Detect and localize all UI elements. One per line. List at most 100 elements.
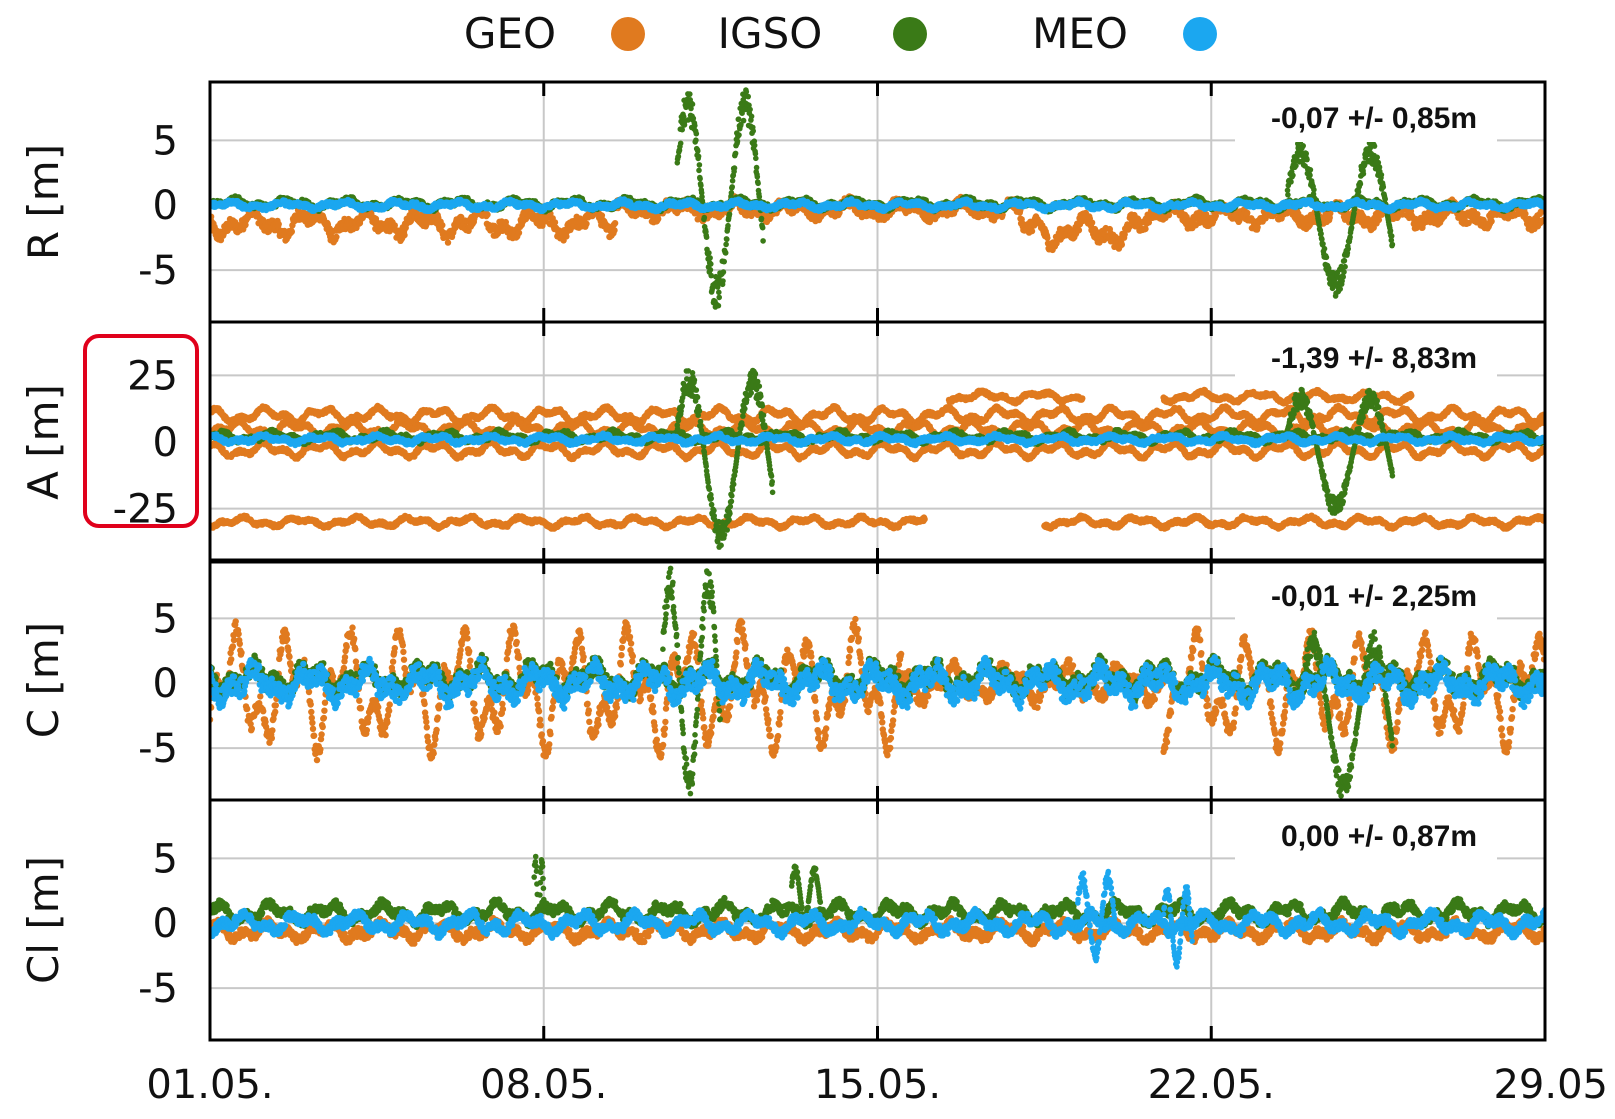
plot-panels: 50-5R [m]250-25A [m]50-5C [m]50-5Cl [m] (19, 80, 1547, 1042)
data-point (751, 142, 758, 149)
data-point (706, 250, 712, 256)
data-point (583, 220, 590, 227)
data-point (699, 194, 705, 200)
data-point (735, 116, 742, 122)
data-point (714, 284, 721, 290)
data-point (728, 190, 735, 196)
data-point (688, 105, 694, 112)
legend-marker-geo (611, 17, 645, 51)
data-point (707, 267, 714, 273)
legend-label-igso: IGSO (718, 9, 823, 58)
data-point (696, 162, 703, 168)
data-point (748, 113, 755, 120)
data-point (696, 167, 702, 174)
data-point (391, 222, 398, 229)
data-point (275, 220, 282, 228)
data-point (1028, 227, 1036, 235)
data-point (926, 218, 934, 226)
data-point (1254, 224, 1261, 231)
data-point (695, 153, 702, 160)
data-point (1522, 210, 1529, 217)
data-point (708, 272, 714, 279)
data-point (734, 138, 741, 145)
data-point (1075, 227, 1083, 234)
data-point (750, 128, 756, 134)
data-point (1142, 225, 1149, 233)
data-point (1290, 172, 1296, 179)
panel-1: 50-5R [m] (19, 80, 1547, 324)
data-point (1288, 179, 1294, 185)
data-point (1488, 218, 1495, 225)
data-point (720, 269, 727, 275)
data-point (1293, 162, 1299, 169)
data-point (401, 231, 408, 239)
data-point (720, 278, 726, 284)
data-point (563, 233, 570, 240)
data-point (1375, 216, 1383, 224)
data-point (1284, 187, 1291, 194)
data-point (692, 122, 698, 129)
data-point (756, 193, 763, 200)
data-point (726, 211, 733, 217)
data-point (708, 261, 714, 267)
data-point (716, 289, 722, 296)
data-point (707, 255, 713, 261)
data-point (1145, 219, 1153, 226)
data-point (687, 91, 693, 97)
data-point (693, 130, 700, 137)
data-point (752, 150, 759, 157)
data-point (755, 180, 761, 187)
data-point (759, 224, 766, 231)
data-point (1300, 143, 1306, 149)
data-point (731, 165, 738, 171)
legend-label-meo: MEO (1032, 9, 1128, 58)
data-point (444, 239, 452, 246)
legend-marker-igso (893, 17, 927, 51)
data-point (722, 250, 729, 256)
data-point (484, 211, 491, 218)
data-point (1121, 231, 1128, 238)
data-point (655, 215, 662, 223)
data-point (551, 219, 559, 226)
data-point (1311, 186, 1317, 193)
data-point (611, 220, 619, 227)
data-point (1165, 211, 1173, 219)
data-point (677, 140, 684, 147)
data-point (1465, 219, 1472, 227)
data-point (1044, 234, 1051, 242)
data-point (611, 227, 618, 234)
data-point (685, 117, 692, 123)
data-point (1244, 209, 1251, 217)
data-point (732, 150, 739, 157)
legend: GEO IGSO MEO (464, 9, 1217, 58)
data-point (729, 178, 736, 184)
data-point (745, 93, 751, 100)
data-point (680, 113, 687, 120)
data-point (701, 214, 708, 221)
data-point (1212, 212, 1220, 219)
data-point (751, 138, 758, 144)
data-point (1316, 222, 1322, 228)
data-point (698, 190, 705, 196)
data-point (754, 174, 761, 180)
data-point (1378, 211, 1385, 218)
data-point (1304, 156, 1310, 163)
data-point (740, 117, 747, 124)
data-point (725, 222, 731, 229)
data-point (1303, 150, 1309, 157)
data-point (729, 184, 735, 190)
data-point (715, 302, 722, 309)
data-point (502, 218, 509, 226)
data-point (1088, 219, 1096, 226)
data-point (758, 215, 765, 222)
data-point (689, 101, 696, 107)
data-point (746, 102, 752, 108)
data-point (1307, 167, 1314, 173)
data-point (675, 153, 682, 160)
data-point (1285, 192, 1291, 198)
data-point (515, 229, 523, 236)
data-point (723, 241, 729, 248)
data-point (697, 175, 703, 182)
data-point (703, 234, 710, 240)
